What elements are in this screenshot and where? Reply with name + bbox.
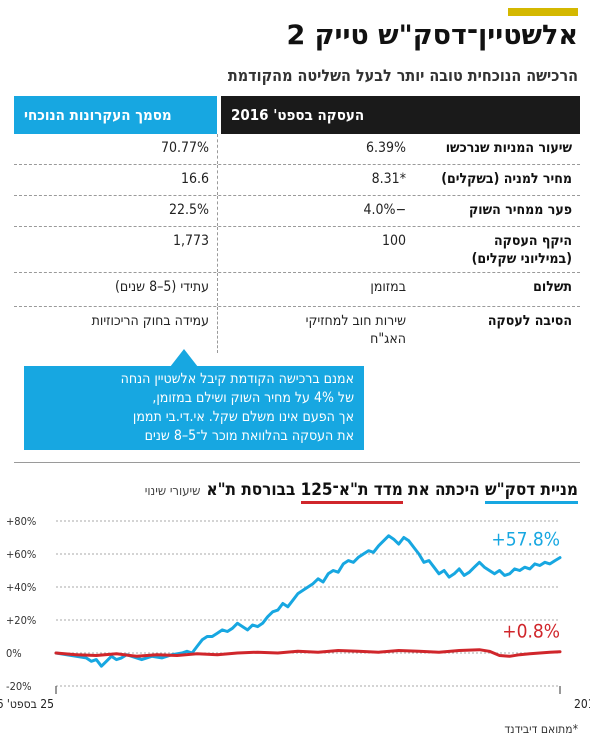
row-label-line1: היקף העסקה bbox=[493, 233, 572, 249]
chart-title-part4: בבורסת ת"א bbox=[206, 480, 301, 500]
row-current-value: עתידי (5–8 שנים) bbox=[115, 279, 209, 295]
table-header-label bbox=[414, 96, 580, 134]
accent-bar bbox=[508, 8, 578, 16]
row-deal-line1: שירות חוב למחזיקי bbox=[305, 313, 406, 329]
comparison-table: העסקה בספט' 2016 מסמך העקרונות הנוכחי שי… bbox=[14, 96, 580, 353]
row-label: שיעור המניות שנרכשו bbox=[445, 140, 572, 156]
table-row: תשלום במזומן עתידי (5–8 שנים) bbox=[14, 273, 580, 307]
page-title: אלשטיין־דסק"ש טייק 2 bbox=[286, 20, 578, 51]
x-tick-label-end: 24 בספט' 2017 bbox=[574, 697, 590, 711]
chart-title-part2: היכתה את bbox=[402, 480, 486, 500]
y-tick-label: +60% bbox=[6, 548, 36, 561]
y-tick-label: +20% bbox=[6, 614, 36, 627]
row-deal-value: שירות חוב למחזיקי האג"ח bbox=[217, 307, 414, 353]
row-label-line2: (במיליוני שקלים) bbox=[471, 251, 572, 267]
y-tick-label: +40% bbox=[6, 581, 36, 594]
row-current-value: 16.6 bbox=[180, 171, 209, 187]
table-row: היקף העסקה (במיליוני שקלים) 100 1,773 bbox=[14, 227, 580, 273]
series-line-disc bbox=[54, 534, 562, 668]
row-deal-value: −4.0% bbox=[217, 196, 414, 226]
row-deal-value: *8.31 bbox=[217, 165, 414, 195]
section-divider bbox=[14, 462, 580, 463]
page-subtitle: הרכישה הנוכחית טובה יותר לבעל השליטה מהק… bbox=[227, 66, 578, 85]
footnote: *מתואם דיבידנד bbox=[504, 722, 578, 736]
row-label: תשלום bbox=[533, 279, 572, 295]
table-row: מחיר למניה (בשקלים) *8.31 16.6 bbox=[14, 165, 580, 196]
row-current-value: 70.77% bbox=[160, 140, 209, 156]
y-tick-label: 0% bbox=[6, 647, 22, 660]
y-tick-label: +80% bbox=[6, 515, 36, 528]
table-row: הסיבה לעסקה שירות חוב למחזיקי האג"ח עמיד… bbox=[14, 307, 580, 353]
row-deal-value: במזומן bbox=[217, 273, 414, 306]
table-row: שיעור המניות שנרכשו 6.39% 70.77% bbox=[14, 134, 580, 165]
x-tick-label-start: 25 בספט' 2016 bbox=[0, 697, 54, 711]
callout-line: את העסקה בהלוואת מוכר ל־5–8 שנים bbox=[144, 428, 354, 444]
row-deal-value: 6.39% bbox=[217, 134, 414, 164]
line-chart: +80% +60% +40% +20% 0% -20% 25 בספט' 2016 24 בס… bbox=[0, 515, 590, 711]
row-label: מחיר למניה (בשקלים) bbox=[441, 171, 572, 187]
table-header-current: מסמך העקרונות הנוכחי bbox=[14, 96, 217, 134]
callout-line: אמנם ברכישה הקודמת קיבל אלשטיין הנחה bbox=[120, 371, 354, 387]
row-current-value: 22.5% bbox=[168, 202, 209, 218]
table-header-deal: העסקה בספט' 2016 bbox=[217, 96, 414, 134]
row-deal-value: 100 bbox=[217, 227, 414, 272]
series-end-label: +57.8% bbox=[491, 529, 560, 551]
chart-title-part3: מדד ת"א־125 bbox=[300, 480, 403, 504]
series-end-label: +0.8% bbox=[502, 621, 560, 643]
callout-line: של 4% על מחיר השוק ושילם במזומן, bbox=[152, 390, 354, 406]
callout-box: אמנם ברכישה הקודמת קיבל אלשטיין הנחה של … bbox=[24, 366, 364, 450]
y-tick-label: -20% bbox=[6, 680, 32, 693]
row-current-value: 1,773 bbox=[172, 233, 209, 249]
chart-ylabel: שיעורי שינוי bbox=[144, 484, 201, 499]
row-label: הסיבה לעסקה bbox=[487, 313, 572, 329]
callout-line: אך הפעם אינו משלם שקל. אי.די.בי תממן bbox=[132, 409, 354, 425]
table-header-row: העסקה בספט' 2016 מסמך העקרונות הנוכחי bbox=[14, 96, 580, 134]
row-deal-line2: האג"ח bbox=[370, 331, 406, 347]
series-line-ta125 bbox=[54, 648, 562, 658]
chart-title-part1: מניית דסק"ש bbox=[485, 480, 578, 504]
row-label: היקף העסקה (במיליוני שקלים) bbox=[414, 227, 580, 272]
callout-pointer bbox=[170, 349, 198, 367]
row-label: פער ממחיר השוק bbox=[469, 202, 572, 218]
chart-title: מניית דסק"ש היכתה את מדד ת"א־125 בבורסת … bbox=[144, 480, 578, 504]
row-current-value: עמידה בחוק הריכוזיות bbox=[91, 313, 209, 329]
table-row: פער ממחיר השוק −4.0% 22.5% bbox=[14, 196, 580, 227]
